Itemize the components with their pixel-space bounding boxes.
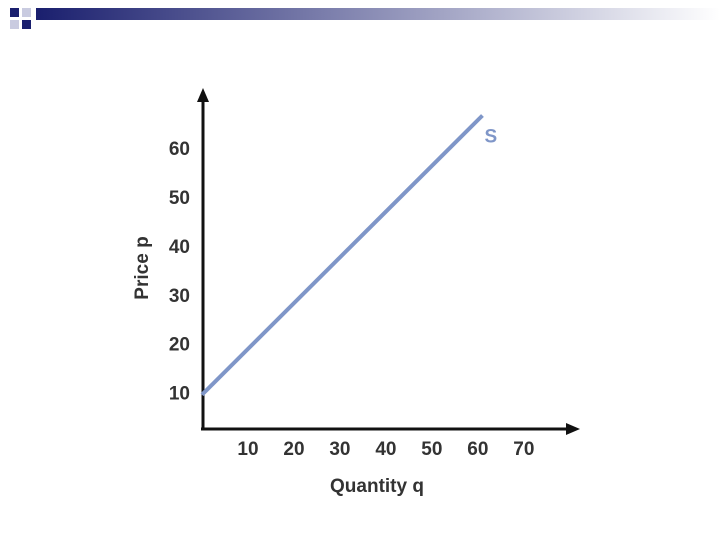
y-tick-label: 20 (169, 335, 190, 356)
series-label: S (484, 127, 497, 148)
y-tick-label: 50 (169, 188, 190, 209)
series-line (200, 114, 484, 397)
x-tick-label: 20 (283, 439, 304, 460)
y-tick-label: 30 (169, 286, 190, 307)
y-axis-title: Price p (132, 236, 153, 299)
x-tick-label: 40 (375, 439, 396, 460)
y-tick-label: 10 (169, 384, 190, 405)
y-tick-label: 40 (169, 237, 190, 258)
slide-decoration (10, 8, 720, 29)
x-tick-label: 60 (467, 439, 488, 460)
x-axis-title: Quantity q (330, 476, 424, 497)
x-tick-label: 30 (329, 439, 350, 460)
x-tick-label: 70 (513, 439, 534, 460)
y-tick-label: 60 (169, 139, 190, 160)
x-tick-label: 10 (237, 439, 258, 460)
x-tick-label: 50 (421, 439, 442, 460)
axes (197, 88, 580, 435)
